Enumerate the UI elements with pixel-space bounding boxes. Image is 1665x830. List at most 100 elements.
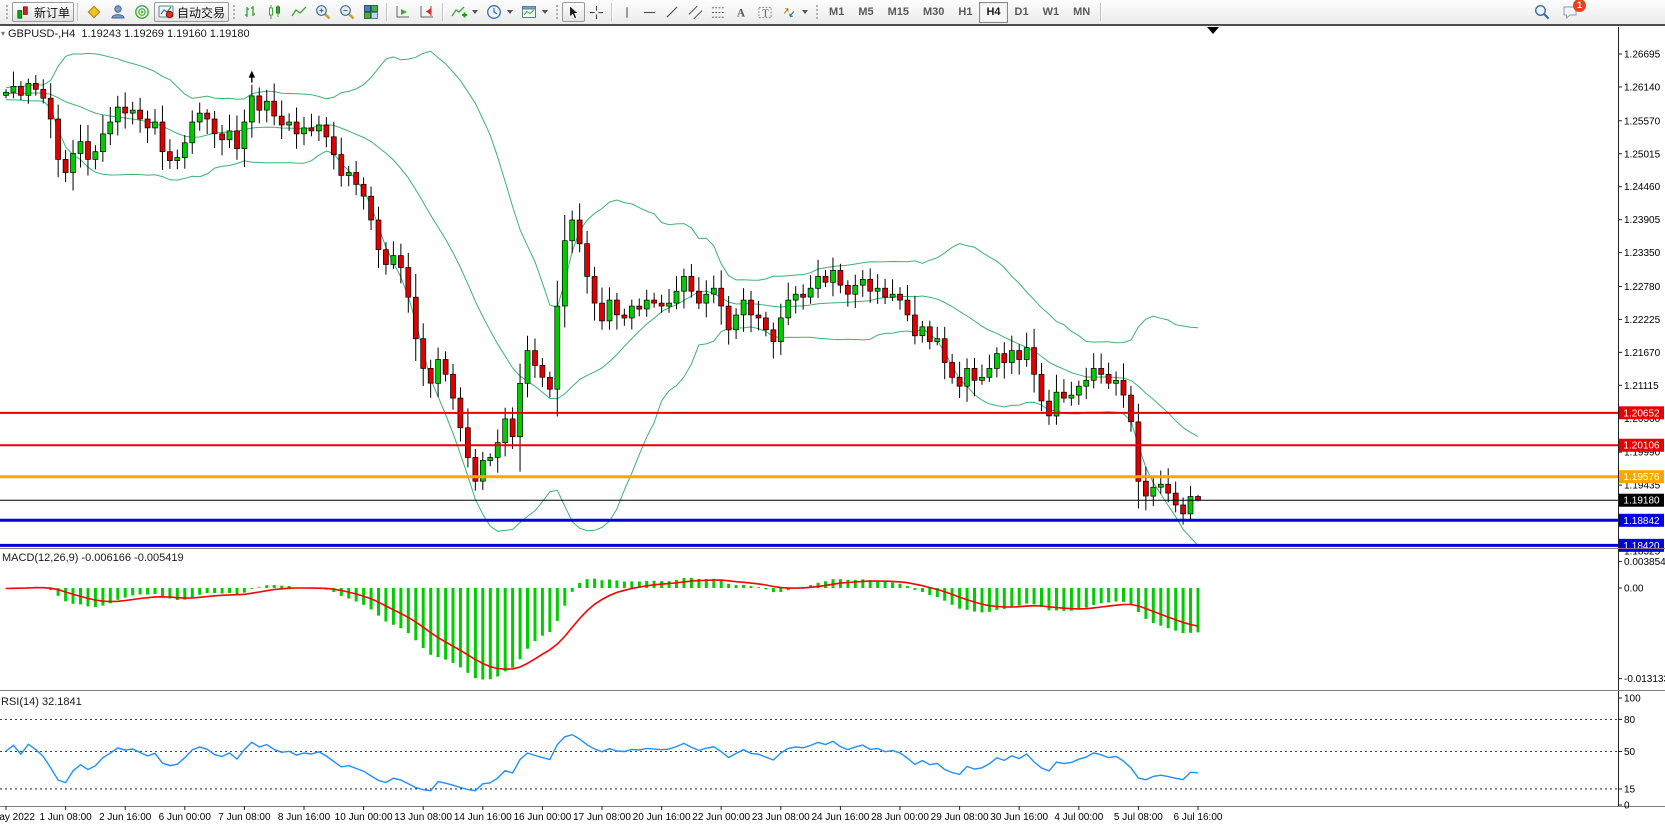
time-axis: 31 May 2022 1 Jun 08:00 2 Jun 16:00 6 Jun 0… [0, 806, 1223, 823]
search-button[interactable] [1530, 2, 1554, 22]
new-order-icon [17, 5, 28, 19]
svg-text:0: 0 [1624, 801, 1630, 812]
svg-text:80: 80 [1624, 715, 1636, 726]
svg-text:1.19576: 1.19576 [1623, 472, 1660, 483]
chart-markers [248, 27, 1219, 83]
templates-button[interactable] [517, 2, 552, 22]
svg-text:22 Jun 00:00: 22 Jun 00:00 [692, 812, 750, 823]
crosshair-tool-button[interactable] [585, 2, 608, 22]
text-tool-button[interactable]: A [730, 2, 753, 22]
timeframe-m1[interactable]: M1 [829, 5, 845, 18]
candlestick-mode-button[interactable] [263, 2, 287, 22]
price-axis: 1.26695 1.26140 1.25570 1.25015 1.24460 1.239… [1618, 27, 1664, 806]
chart-shift-icon [420, 6, 434, 18]
market-watch-button[interactable] [82, 2, 106, 22]
zoom-out-button[interactable] [335, 2, 359, 22]
chevron-down-icon [542, 10, 549, 14]
panel-separators [0, 548, 1665, 807]
channel-tool-button[interactable] [684, 2, 707, 22]
svg-text:7 Jun 08:00: 7 Jun 08:00 [218, 812, 271, 823]
svg-text:1.22225: 1.22225 [1624, 315, 1661, 326]
timeframe-d1[interactable]: D1 [1014, 5, 1029, 18]
svg-text:1.25015: 1.25015 [1624, 149, 1661, 160]
svg-text:1.20652: 1.20652 [1623, 408, 1660, 419]
text-tool-glyph: A [737, 7, 746, 19]
vertical-line-tool-button[interactable] [616, 2, 638, 22]
timeframe-mn[interactable]: MN [1073, 5, 1091, 18]
rsi-axis: 100 80 50 15 0 [1618, 694, 1641, 812]
toolbar-drag-handle[interactable] [5, 4, 9, 20]
svg-text:10 Jun 00:00: 10 Jun 00:00 [335, 812, 393, 823]
zoom-in-button[interactable] [311, 2, 335, 22]
chevron-down-icon [507, 10, 514, 14]
signal-button[interactable] [130, 2, 154, 22]
cursor-tool-button[interactable] [562, 2, 586, 22]
timeframe-m5[interactable]: M5 [858, 5, 874, 18]
toolbar-separator [442, 3, 445, 21]
shapes-tool-button[interactable] [777, 2, 812, 22]
notification-badge: 1 [1573, 0, 1586, 12]
timeframe-h4[interactable]: H4 [979, 1, 1008, 23]
macd-axis: 0.003854 0.00 -0.013133 [1618, 557, 1665, 685]
auto-scroll-icon [396, 6, 410, 18]
auto-trading-label: 自动交易 [177, 5, 226, 20]
svg-text:-0.013133: -0.013133 [1624, 674, 1665, 685]
crosshair-icon [589, 5, 604, 19]
svg-text:1.25570: 1.25570 [1624, 116, 1661, 127]
toolbar-separator [611, 3, 614, 21]
cursor-icon [569, 4, 579, 19]
svg-text:30 Jun 16:00: 30 Jun 16:00 [990, 812, 1048, 823]
tile-windows-button[interactable] [359, 2, 383, 22]
tile-windows-icon [364, 5, 379, 19]
toolbar-separator [386, 3, 389, 21]
bollinger-bands [5, 50, 1199, 546]
timeframe-h1[interactable]: H1 [958, 5, 973, 18]
svg-text:20 Jun 16:00: 20 Jun 16:00 [633, 812, 691, 823]
clock-icon [487, 5, 501, 19]
svg-text:1.22780: 1.22780 [1624, 282, 1661, 293]
chart-window: 1.26695 1.26140 1.25570 1.25015 1.24460 1.239… [0, 26, 1665, 830]
macd-panel [4, 577, 1200, 680]
zoom-out-icon [340, 5, 355, 20]
periods-button[interactable] [482, 2, 517, 22]
timeframe-w1[interactable]: W1 [1042, 5, 1060, 18]
chevron-down-icon [472, 10, 479, 14]
template-icon [522, 6, 537, 18]
gold-cube-icon [87, 5, 101, 19]
auto-scroll-button[interactable] [391, 2, 415, 22]
indicators-button[interactable] [447, 2, 482, 22]
svg-text:1.21670: 1.21670 [1624, 348, 1661, 359]
chart-canvas[interactable]: 1.26695 1.26140 1.25570 1.25015 1.24460 1.239… [0, 26, 1665, 830]
timeframe-m15[interactable]: M15 [887, 5, 909, 18]
new-order-button[interactable]: 新订单 [12, 2, 75, 22]
fibonacci-tool-button[interactable] [707, 2, 730, 22]
notifications-button[interactable]: 1 [1562, 0, 1586, 20]
profile-button[interactable] [106, 2, 130, 22]
horizontal-line-icon [643, 11, 656, 13]
chevron-down-icon [802, 10, 809, 14]
trendline-tool-button[interactable] [661, 2, 684, 22]
label-icon: T [758, 6, 772, 19]
candlestick-icon [269, 5, 281, 19]
svg-text:1.18842: 1.18842 [1623, 516, 1660, 527]
svg-text:8 Jun 16:00: 8 Jun 16:00 [278, 812, 331, 823]
svg-text:1.21115: 1.21115 [1624, 381, 1659, 392]
svg-text:1.19990: 1.19990 [1624, 448, 1661, 459]
timeframe-m30[interactable]: M30 [923, 5, 945, 18]
svg-text:2 Jun 16:00: 2 Jun 16:00 [99, 812, 152, 823]
trendline-icon [666, 5, 678, 18]
bar-chart-mode-button[interactable] [239, 2, 263, 22]
label-tool-button[interactable]: T [753, 2, 777, 22]
auto-trading-button[interactable]: 自动交易 [154, 2, 230, 22]
toolbar-drag-handle[interactable] [815, 4, 820, 20]
toolbar: 新订单 自动交易 [0, 0, 1665, 26]
svg-text:15: 15 [1624, 784, 1636, 795]
indicators-add-icon [451, 6, 468, 18]
chart-shift-button[interactable] [415, 2, 439, 22]
zoom-in-icon [316, 5, 331, 20]
svg-text:100: 100 [1624, 694, 1641, 705]
toolbar-drag-handle[interactable] [232, 4, 237, 20]
horizontal-line-tool-button[interactable] [638, 2, 661, 22]
toolbar-drag-handle[interactable] [555, 4, 560, 20]
line-chart-mode-button[interactable] [287, 2, 311, 22]
